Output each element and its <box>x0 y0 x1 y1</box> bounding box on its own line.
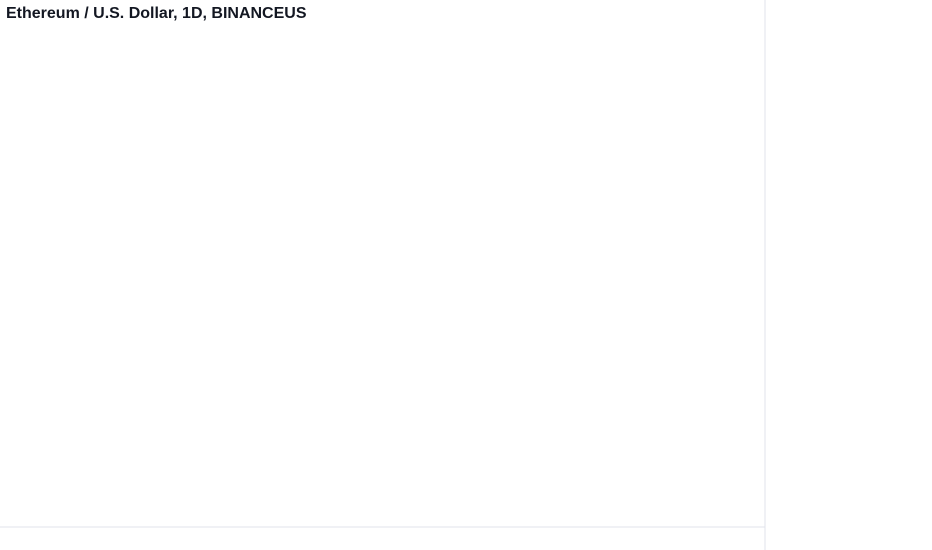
chart-title: Ethereum / U.S. Dollar, 1D, BINANCEUS <box>6 5 307 22</box>
